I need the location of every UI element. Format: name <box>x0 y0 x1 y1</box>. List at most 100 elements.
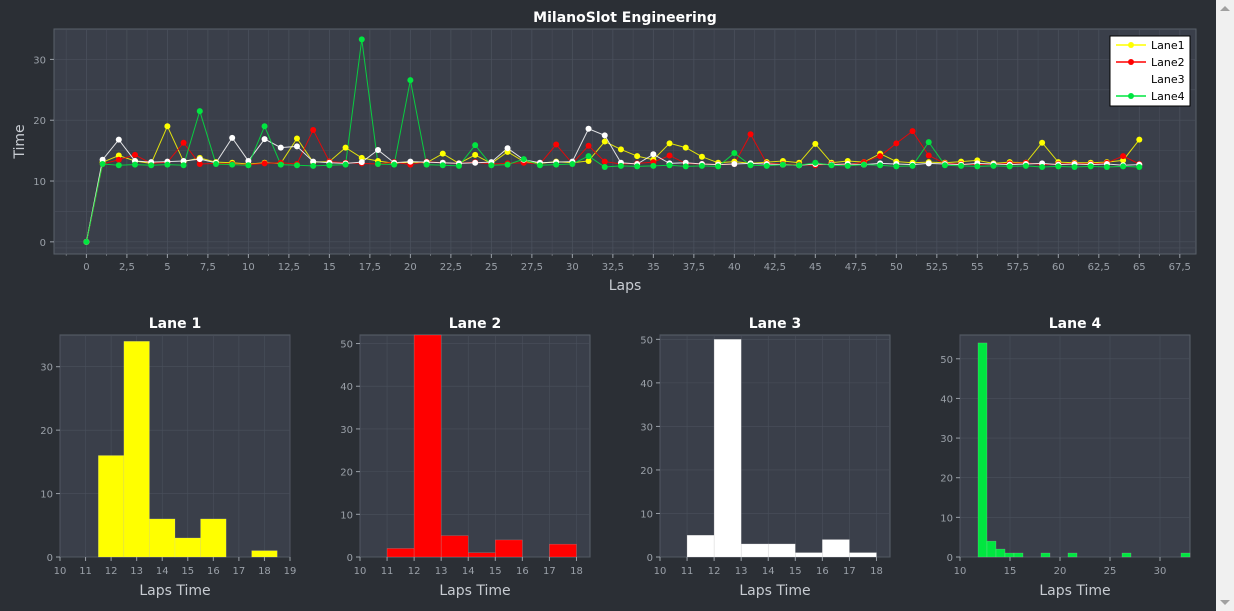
scroll-down-arrow-icon[interactable] <box>1220 600 1230 605</box>
y-tick-label: 30 <box>33 55 46 66</box>
x-tick-label: 10 <box>954 566 967 577</box>
x-tick-label: 7,5 <box>200 262 216 273</box>
x-tick-label: 11 <box>381 566 394 577</box>
x-axis-label: Laps Time <box>139 583 210 599</box>
x-tick-label: 12,5 <box>278 262 300 273</box>
y-axis-label: Time <box>12 124 28 159</box>
data-point-lane3 <box>293 143 300 150</box>
data-point-lane3 <box>925 160 932 167</box>
histogram-bar <box>977 342 988 558</box>
data-point-lane3 <box>261 136 268 143</box>
data-point-lane4 <box>439 162 446 169</box>
x-tick-label: 13 <box>435 566 448 577</box>
data-point-lane4 <box>1136 164 1143 171</box>
plot-area <box>53 28 1197 255</box>
legend-box <box>1109 35 1191 107</box>
y-tick-label: 30 <box>340 425 353 436</box>
data-point-lane4 <box>277 161 284 168</box>
data-point-lane4 <box>990 162 997 169</box>
x-tick-label: 5 <box>164 262 170 273</box>
y-tick-label: 10 <box>340 510 353 521</box>
plot-area <box>659 334 891 558</box>
histogram-bar <box>495 539 523 558</box>
x-axis-label: Laps Time <box>439 583 510 599</box>
data-point-lane3 <box>310 158 317 165</box>
data-point-lane1 <box>293 135 300 142</box>
data-point-lane2 <box>666 152 673 159</box>
data-point-lane2 <box>601 158 608 165</box>
data-point-lane3 <box>245 157 252 164</box>
histogram-bar <box>1067 552 1078 558</box>
data-point-lane4 <box>585 153 592 160</box>
histogram-bar <box>849 552 877 558</box>
histogram-bar <box>200 518 227 558</box>
data-point-lane1 <box>115 152 122 159</box>
data-point-lane4 <box>1055 163 1062 170</box>
x-tick-label: 11 <box>79 566 92 577</box>
legend-entry: Lane4 <box>1151 90 1185 103</box>
data-point-lane4 <box>407 77 414 84</box>
data-point-lane4 <box>925 139 932 146</box>
data-point-lane4 <box>83 238 90 245</box>
data-point-lane4 <box>423 161 430 168</box>
data-point-lane1 <box>1039 139 1046 146</box>
y-tick-label: 30 <box>40 363 53 374</box>
histogram-bar <box>767 543 796 558</box>
plot-area <box>359 334 591 558</box>
x-tick-label: 15 <box>489 566 502 577</box>
x-tick-label: 22,5 <box>440 262 462 273</box>
y-tick-label: 10 <box>640 509 653 520</box>
x-tick-label: 50 <box>890 262 903 273</box>
x-axis-label: Laps Time <box>1039 583 1110 599</box>
data-point-lane4 <box>569 161 576 167</box>
data-point-lane3 <box>115 136 122 143</box>
x-tick-label: 17,5 <box>359 262 381 273</box>
scroll-up-arrow-icon[interactable] <box>1220 6 1230 11</box>
histogram-bar <box>123 341 150 558</box>
x-tick-label: 47,5 <box>845 262 867 273</box>
x-tick-label: 16 <box>207 566 220 577</box>
x-tick-label: 15 <box>181 566 194 577</box>
histogram-bar <box>440 535 469 558</box>
data-point-lane4 <box>763 162 770 169</box>
data-point-lane1 <box>1136 136 1143 143</box>
data-point-lane4 <box>148 162 155 169</box>
histogram-title: Lane 2 <box>449 316 501 332</box>
data-point-lane4 <box>455 162 462 169</box>
x-tick-label: 10 <box>54 566 67 577</box>
y-tick-label: 10 <box>33 177 46 188</box>
data-point-lane2 <box>585 142 592 149</box>
y-tick-label: 0 <box>647 553 653 564</box>
x-tick-label: 65 <box>1133 262 1146 273</box>
vertical-scrollbar[interactable] <box>1216 0 1234 611</box>
x-tick-label: 18 <box>258 566 271 577</box>
data-point-lane4 <box>731 150 738 157</box>
data-point-lane1 <box>585 157 592 164</box>
data-point-lane4 <box>1071 164 1078 171</box>
histogram-bar <box>98 455 125 558</box>
data-point-lane3 <box>601 132 608 139</box>
y-tick-label: 40 <box>340 382 353 393</box>
histogram-bar <box>1013 552 1024 558</box>
data-point-lane1 <box>666 140 673 147</box>
data-point-lane2 <box>747 131 754 138</box>
data-point-lane4 <box>1103 164 1110 171</box>
data-point-lane4 <box>747 162 754 169</box>
x-tick-label: 14 <box>156 566 169 577</box>
data-point-lane1 <box>617 146 624 153</box>
x-tick-label: 20 <box>1054 566 1067 577</box>
x-tick-label: 19 <box>284 566 297 577</box>
data-point-lane2 <box>909 128 916 135</box>
data-point-lane4 <box>909 162 916 169</box>
x-tick-label: 12 <box>408 566 421 577</box>
data-point-lane4 <box>893 163 900 170</box>
x-tick-label: 32,5 <box>602 262 624 273</box>
data-point-lane1 <box>682 144 689 151</box>
legend-swatch-dot <box>1128 42 1134 48</box>
data-point-lane4 <box>1120 163 1127 170</box>
data-point-lane3 <box>650 151 657 158</box>
x-tick-label: 18 <box>570 566 583 577</box>
x-tick-label: 45 <box>809 262 822 273</box>
data-point-lane3 <box>731 161 738 167</box>
data-point-lane4 <box>326 162 333 169</box>
